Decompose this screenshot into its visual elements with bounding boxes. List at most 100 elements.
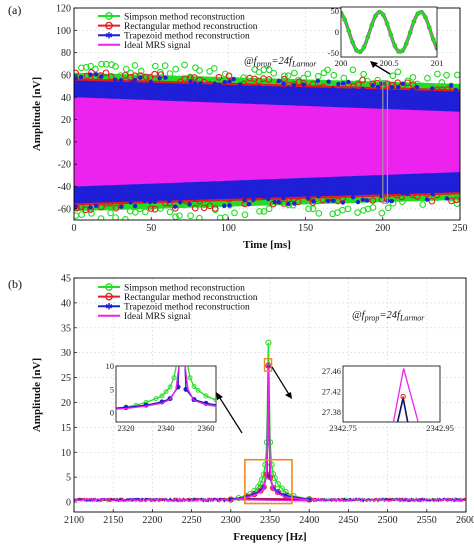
series-marker [424,74,431,82]
annotation-part: prop [364,314,380,323]
y-tick-label: 45 [61,274,71,285]
series-marker [200,204,208,212]
x-axis-label: Frequency [Hz] [233,531,306,543]
series-marker [316,193,321,199]
inset-y-tick-label: 10 [106,361,115,371]
inset-y-tick-label: -50 [328,48,339,58]
inset-marker [415,11,420,16]
series-marker [365,91,371,96]
inset-marker [365,34,371,40]
series-marker [147,199,153,205]
series-marker [187,212,194,220]
legend-entry: Rectangular method reconstruction [124,22,258,32]
series-fill-3 [74,98,460,186]
series-marker [453,196,460,204]
series-marker [330,86,336,91]
series-marker [404,94,410,99]
series-marker [355,199,361,205]
inset-marker [407,30,413,35]
series-marker [400,190,405,196]
series-marker [172,65,180,73]
x-tick-label: 2100 [64,515,84,526]
highlight-box-left [244,458,293,505]
series-marker [272,199,277,205]
y-tick-label: 0 [66,498,71,509]
zoom-box [382,79,389,204]
x-tick-label: 150 [298,223,313,234]
legend-marker [105,292,113,301]
x-tick-label: 100 [221,223,236,234]
series-marker [176,212,183,220]
series-marker [217,82,222,88]
series-marker [438,79,446,86]
series-marker [370,83,376,88]
series-marker [92,65,99,73]
series-marker [203,193,208,199]
series-marker [295,90,301,96]
series-marker [286,86,291,91]
series-marker [265,66,273,74]
series-marker [409,81,417,88]
series-marker [132,208,139,216]
series-marker [355,93,361,98]
series-marker [265,205,273,213]
inset-marker [361,44,367,50]
inset-marker [434,46,437,51]
panel-label-b: (b) [8,277,22,291]
y-tick-label: -60 [58,204,71,215]
inset-marker [350,39,355,45]
series-marker [128,200,133,205]
series-marker [434,185,440,190]
x-tick-label: 2350 [260,515,280,526]
series-marker [131,62,139,69]
series-marker [364,198,370,203]
inset-x-tick-label: 2360 [198,423,215,433]
inset-y-tick-label: 27.38 [322,407,341,417]
inset-y-tick-label: 0 [110,408,114,418]
series-marker [301,82,306,87]
x-tick-label: 0 [72,223,77,234]
series-marker [410,189,415,194]
series-marker [178,199,183,205]
series-marker [152,199,157,205]
inset-point [195,387,201,393]
series-marker [350,194,356,200]
arrowhead-right [285,392,292,399]
data-point [268,461,275,468]
series-marker [435,95,440,100]
series-marker [216,214,224,220]
x-tick-label: 2250 [182,515,202,526]
y-axis-label: Amplitude [nV] [31,77,43,151]
series-marker [113,77,118,83]
series-marker [399,198,406,206]
series-marker [395,186,401,191]
series-marker [212,81,218,86]
series-marker [188,79,193,84]
series-marker [226,201,234,209]
series-marker [84,85,89,90]
inset-marker [400,48,405,53]
y-tick-label: 80 [61,48,71,59]
arrow-left [217,394,243,434]
panel-a-data [74,60,460,220]
annotation-part: =24 [271,56,289,67]
y-tick-label: 120 [56,4,71,15]
series-marker [93,72,99,77]
y-tick-label: 40 [61,93,71,104]
series-marker [97,215,105,220]
legend-marker: ✱ [105,31,113,41]
series-marker [217,193,223,198]
annotation-part: =24 [379,310,397,321]
annotation: @fprop=24fLarmor [244,56,317,69]
series-marker [261,90,267,95]
annotation-part: @ [352,310,362,321]
series-marker [119,204,124,209]
axes-frame: 0 50 100 150 200 250 -60 -40 -20 0 20 40 60 80 100 120 [56,4,468,235]
series-marker [222,79,227,85]
series-marker [177,86,182,92]
series-marker [395,84,401,90]
series-marker [256,207,263,215]
inset-point [213,397,216,403]
series-marker [151,205,159,213]
series-marker [221,213,229,220]
